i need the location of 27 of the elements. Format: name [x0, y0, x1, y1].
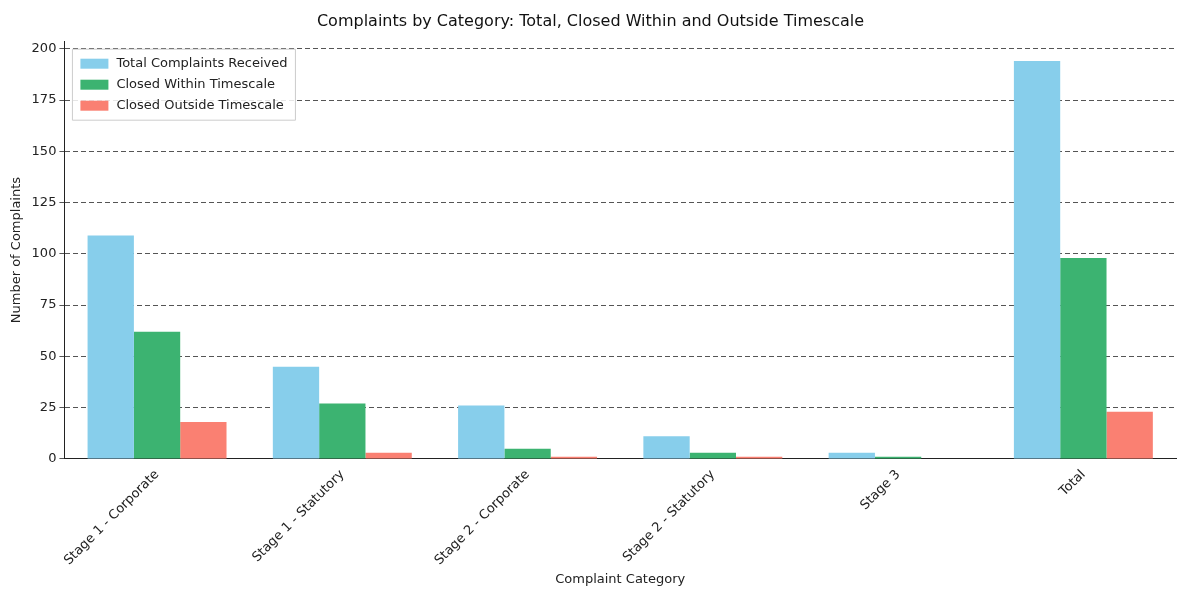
bar: [272, 366, 320, 459]
y-tick-label: 200: [31, 40, 57, 56]
bar: [365, 452, 412, 459]
chart-title: Complaints by Category: Total, Closed Within and Outside Timescale: [316, 10, 865, 30]
y-tick-label: 75: [39, 296, 57, 312]
x-axis-title: Complaint Category: [555, 570, 686, 586]
y-tick-label: 25: [39, 399, 57, 415]
bar: [180, 422, 227, 459]
y-tick-label: 100: [31, 245, 57, 261]
legend-label: Closed Outside Timescale: [116, 97, 284, 113]
y-tick-label: 50: [39, 347, 57, 363]
y-tick-label: 150: [31, 142, 57, 158]
bar: [319, 403, 366, 459]
bar: [1106, 411, 1153, 459]
bar: [643, 436, 690, 459]
bar: [1060, 257, 1107, 459]
bar: [1013, 61, 1061, 459]
y-axis-title: Number of Complaints: [8, 176, 24, 324]
legend-label: Closed Within Timescale: [116, 76, 276, 92]
legend-label: Total Complaints Received: [115, 55, 288, 71]
bar: [504, 448, 551, 459]
y-tick-label: 0: [48, 450, 57, 466]
bar: [87, 235, 134, 459]
y-tick-label: 125: [31, 193, 57, 209]
bar: [133, 331, 181, 459]
bar: [458, 405, 505, 459]
y-tick-label: 175: [31, 91, 57, 107]
